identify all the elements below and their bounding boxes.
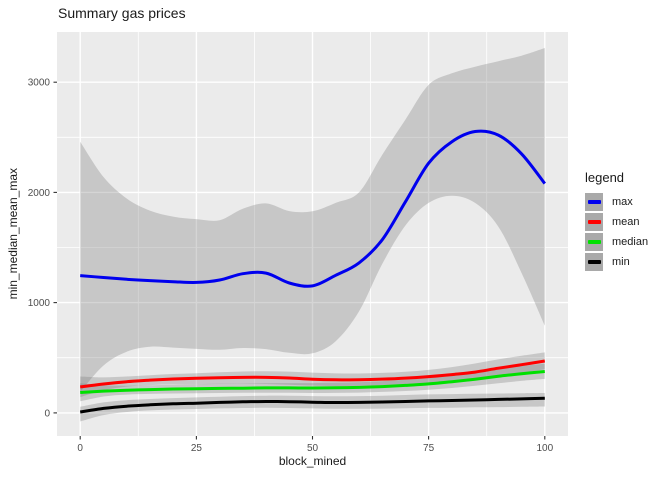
y-tick-label: 0: [44, 408, 50, 419]
ribbon-mean: [80, 352, 545, 398]
x-tick-label: 25: [191, 443, 203, 454]
line-median: [80, 370, 545, 394]
legend-label-mean: mean: [612, 216, 640, 228]
legend-label-max: max: [612, 196, 633, 208]
legend-key-max: [585, 193, 603, 211]
legend-item-min: min: [585, 253, 648, 271]
x-tick-labels: 0 25 50 75 100: [77, 443, 553, 454]
legend-item-median: median: [585, 233, 648, 251]
x-tick-label: 100: [536, 443, 553, 454]
legend-item-mean: mean: [585, 213, 648, 231]
max-line-swatch-icon: [587, 200, 601, 204]
y-tick-label: 3000: [28, 78, 51, 89]
y-axis-title-text: min_median_mean_max: [6, 168, 20, 300]
y-tick-label: 1000: [28, 298, 51, 309]
x-tick-label: 50: [307, 443, 319, 454]
y-tick-label: 2000: [28, 188, 51, 199]
min-line-swatch-icon: [587, 260, 601, 264]
plot-title: Summary gas prices: [58, 5, 186, 21]
grid-major: [57, 32, 568, 436]
ribbon-max: [80, 48, 545, 392]
smooth-lines: [79, 129, 546, 414]
median-line-swatch-icon: [587, 240, 601, 244]
line-max: [80, 129, 546, 288]
legend-item-max: max: [585, 193, 648, 211]
mean-line-swatch-icon: [587, 220, 601, 224]
legend-key-mean: [585, 213, 603, 231]
x-axis-title: block_mined: [278, 454, 347, 468]
y-tick-labels: 0 1000 2000 3000: [28, 78, 51, 420]
ribbon-median: [80, 363, 545, 402]
axis-ticks: [53, 81, 546, 440]
x-tick-label: 0: [77, 443, 83, 454]
y-axis-title: min_median_mean_max: [6, 32, 20, 436]
legend-label-min: min: [612, 256, 630, 268]
line-mean: [80, 359, 546, 389]
line-min: [79, 396, 545, 414]
legend-key-median: [585, 233, 603, 251]
x-tick-label: 75: [423, 443, 435, 454]
legend-label-median: median: [612, 236, 649, 248]
legend: legend max mean median min: [585, 170, 648, 273]
legend-title: legend: [585, 170, 625, 185]
legend-key-min: [585, 253, 603, 271]
